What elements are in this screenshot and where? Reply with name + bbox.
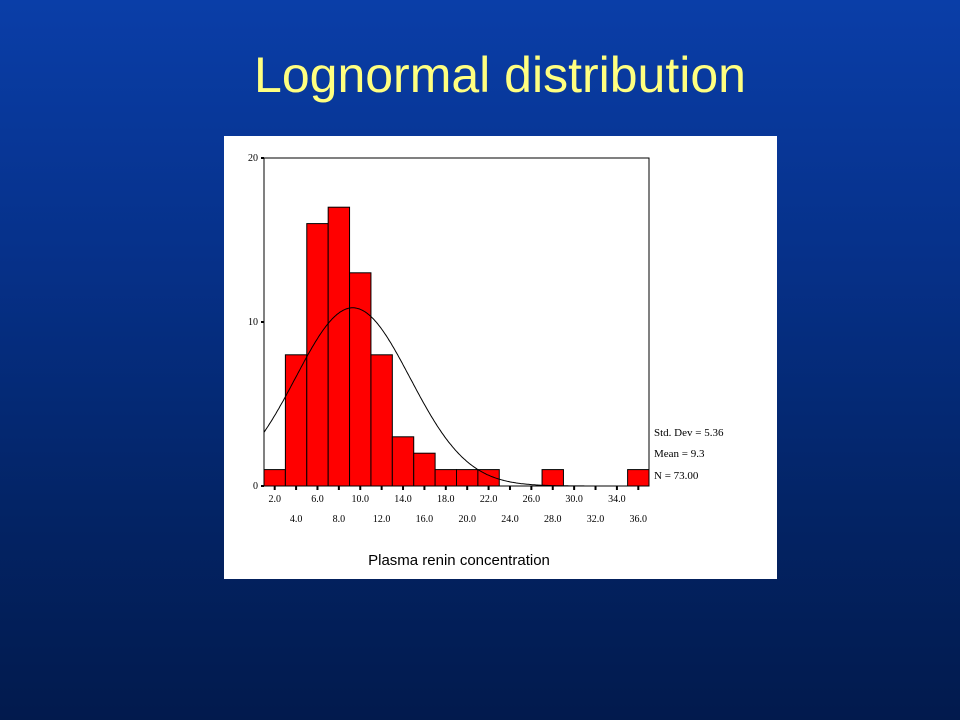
x-tick-label: 24.0: [501, 514, 519, 525]
histogram-bar: [306, 223, 329, 487]
stat-n: N = 73.00: [654, 470, 699, 482]
y-tick-label: 10: [248, 317, 258, 328]
histogram-bar: [434, 469, 458, 487]
x-tick-label: 32.0: [587, 514, 605, 525]
y-axis: 0 10 20: [248, 153, 264, 492]
histogram-bar: [327, 206, 351, 487]
histogram-bar: [349, 272, 372, 487]
stats-box: Std. Dev = 5.36 Mean = 9.3 N = 73.00: [654, 427, 724, 482]
x-tick-label: 34.0: [608, 494, 626, 505]
x-tick-label: 2.0: [268, 494, 281, 505]
histogram-panel: 0 10 20 2.0 6.0 10.0 14.0 18.0 22.0 26.0 30.0 34.0…: [224, 136, 777, 579]
x-tick-label: 22.0: [480, 494, 498, 505]
histogram-bar: [541, 469, 564, 487]
x-tick-label: 4.0: [290, 514, 303, 525]
stat-std-dev: Std. Dev = 5.36: [654, 427, 724, 439]
x-tick-label: 28.0: [544, 514, 562, 525]
histogram-bar: [413, 452, 436, 487]
x-axis-label: Plasma renin concentration: [368, 552, 550, 569]
x-tick-label: 12.0: [373, 514, 391, 525]
slide-title: Lognormal distribution: [254, 47, 746, 103]
histogram-chart: 0 10 20 2.0 6.0 10.0 14.0 18.0 22.0 26.0 30.0 34.0…: [248, 153, 724, 569]
x-axis: 2.0 6.0 10.0 14.0 18.0 22.0 26.0 30.0 34.0 4.0 8.0…: [268, 486, 647, 525]
x-tick-label: 20.0: [458, 514, 476, 525]
histogram-bar: [284, 354, 308, 487]
histogram-bar: [263, 469, 286, 487]
x-tick-label: 26.0: [523, 494, 541, 505]
x-tick-label: 8.0: [333, 514, 346, 525]
x-tick-label: 36.0: [630, 514, 648, 525]
histogram-bar: [456, 469, 479, 487]
stat-mean: Mean = 9.3: [654, 448, 705, 460]
histogram-bar: [370, 354, 393, 487]
bars-layer: [263, 206, 650, 487]
x-tick-label: 10.0: [352, 494, 370, 505]
y-tick-label: 0: [253, 481, 258, 492]
x-tick-label: 18.0: [437, 494, 455, 505]
y-tick-label: 20: [248, 153, 258, 164]
x-tick-label: 14.0: [394, 494, 412, 505]
histogram-bar: [391, 436, 415, 487]
x-tick-label: 30.0: [565, 494, 583, 505]
histogram-bar: [627, 469, 650, 487]
x-tick-label: 6.0: [311, 494, 324, 505]
x-tick-label: 16.0: [416, 514, 434, 525]
